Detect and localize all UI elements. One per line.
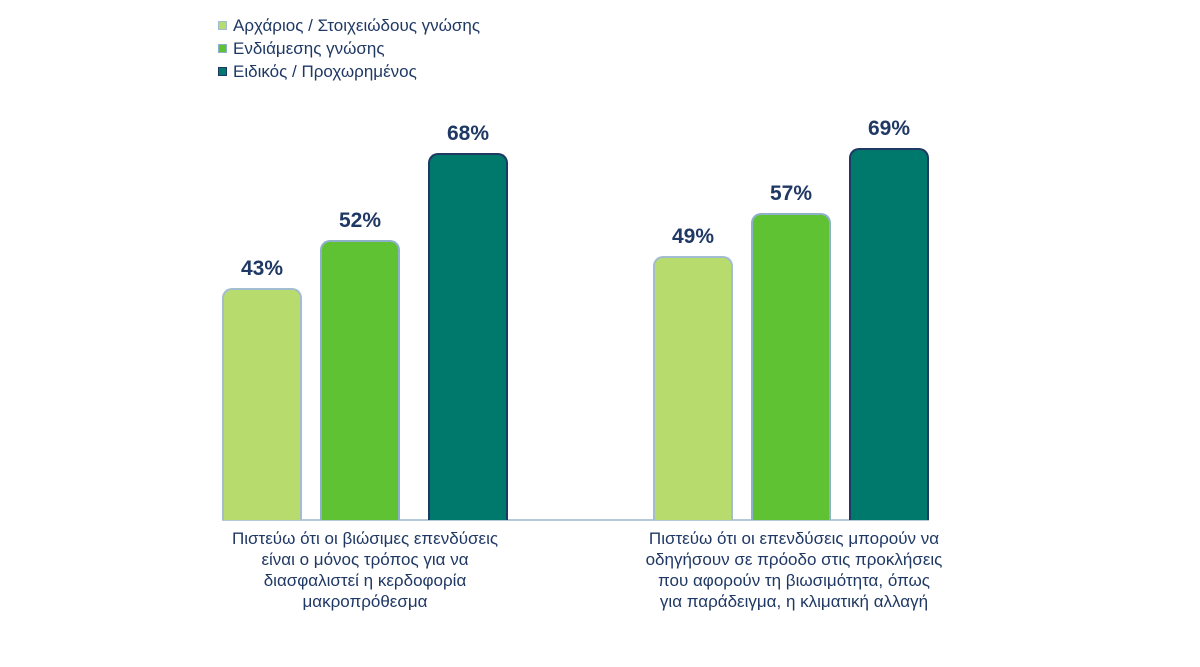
legend-swatch-expert-icon xyxy=(218,67,227,76)
bar-value-label: 52% xyxy=(338,209,382,232)
legend-label-expert: Ειδικός / Προχωρημένος xyxy=(233,61,417,81)
bar-value-label: 49% xyxy=(671,225,715,248)
category-label-1: Πιστεύω ότι οι βιώσιμες επενδύσεις είναι… xyxy=(231,529,499,611)
bar-value-label: 43% xyxy=(240,257,284,280)
bar-value-label: 68% xyxy=(446,122,490,145)
bar-group2-series1 xyxy=(653,256,733,520)
bar-group1-series1 xyxy=(222,288,302,520)
category-label-2: Πιστεύω ότι οι επενδύσεις μπορούν να οδη… xyxy=(645,529,943,611)
legend-swatch-intermediate-icon xyxy=(218,44,227,53)
legend-item-expert: Ειδικός / Προχωρημένος xyxy=(218,60,480,83)
bar-group2-series2 xyxy=(751,213,831,520)
x-axis-line xyxy=(222,519,929,521)
bar-value-label: 69% xyxy=(867,117,911,140)
legend-swatch-beginner-icon xyxy=(218,21,227,30)
legend-label-beginner: Αρχάριος / Στοιχειώδους γνώσης xyxy=(233,15,481,35)
bar-group1-series3 xyxy=(428,153,508,520)
legend-item-beginner: Αρχάριος / Στοιχειώδους γνώσης xyxy=(218,14,480,37)
bar-value-label: 57% xyxy=(769,182,813,205)
legend-item-intermediate: Ενδιάμεσης γνώσης xyxy=(218,37,480,60)
bar-group2-series3 xyxy=(849,148,929,520)
legend-label-intermediate: Ενδιάμεσης γνώσης xyxy=(233,38,385,58)
bar-group1-series2 xyxy=(320,240,400,520)
legend: Αρχάριος / Στοιχειώδους γνώσης Ενδιάμεση… xyxy=(218,14,480,83)
